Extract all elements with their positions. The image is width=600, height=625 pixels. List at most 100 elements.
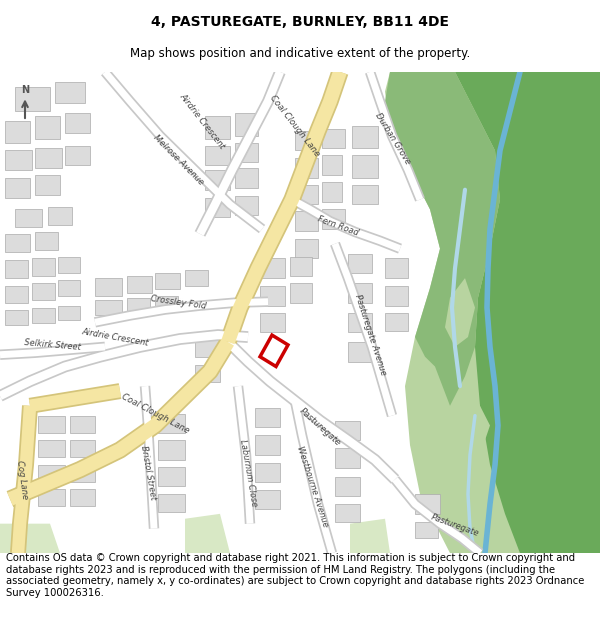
Text: Cog Lane: Cog Lane [15,459,29,499]
Polygon shape [322,209,345,229]
Polygon shape [255,408,280,428]
Polygon shape [5,178,30,198]
Text: Selkirk Street: Selkirk Street [23,338,80,352]
Polygon shape [70,489,95,506]
Polygon shape [32,259,55,276]
Text: Melrose Avenue: Melrose Avenue [151,133,205,187]
Polygon shape [0,524,60,553]
Polygon shape [58,306,80,321]
Polygon shape [55,82,85,103]
Polygon shape [335,448,360,468]
Polygon shape [415,494,440,514]
Text: Map shows position and indicative extent of the property.: Map shows position and indicative extent… [130,48,470,61]
Text: Westbourne Avenue: Westbourne Avenue [295,444,329,528]
Text: Bristol Street: Bristol Street [139,445,157,501]
Polygon shape [35,175,60,194]
Polygon shape [5,234,30,252]
Polygon shape [255,490,280,509]
Polygon shape [260,286,285,306]
Polygon shape [295,211,318,231]
Polygon shape [38,489,65,506]
Polygon shape [127,276,152,293]
Polygon shape [32,283,55,300]
Polygon shape [295,158,318,178]
Polygon shape [322,129,345,149]
Polygon shape [38,416,65,433]
Polygon shape [235,196,258,215]
Polygon shape [158,440,185,460]
Polygon shape [38,465,65,482]
Polygon shape [322,182,342,201]
Polygon shape [5,309,28,325]
Polygon shape [295,131,318,151]
Polygon shape [5,261,28,278]
Polygon shape [235,113,258,136]
Polygon shape [5,286,28,302]
Polygon shape [95,278,122,296]
Polygon shape [335,476,360,496]
Polygon shape [95,300,122,316]
Polygon shape [35,116,60,139]
Polygon shape [5,121,30,142]
Polygon shape [158,494,185,512]
Polygon shape [205,170,230,190]
Polygon shape [35,232,58,249]
Polygon shape [195,337,220,357]
Polygon shape [290,256,312,276]
Text: Fern Road: Fern Road [316,214,359,238]
Text: Pasturegate: Pasturegate [298,407,343,448]
Polygon shape [348,342,372,362]
Text: N: N [21,84,29,94]
Text: Pasturegate Avenue: Pasturegate Avenue [353,294,388,377]
Polygon shape [290,283,312,302]
Polygon shape [540,72,600,190]
Polygon shape [255,462,280,482]
Polygon shape [195,364,220,382]
Polygon shape [185,270,208,286]
Polygon shape [445,278,475,347]
Polygon shape [415,522,438,538]
Polygon shape [158,467,185,486]
Text: 4, PASTUREGATE, BURNLEY, BB11 4DE: 4, PASTUREGATE, BURNLEY, BB11 4DE [151,14,449,29]
Polygon shape [70,416,95,433]
Polygon shape [205,116,230,139]
Polygon shape [352,126,378,149]
Polygon shape [322,156,342,175]
Polygon shape [260,259,285,278]
Text: Contains OS data © Crown copyright and database right 2021. This information is : Contains OS data © Crown copyright and d… [6,553,584,598]
Polygon shape [348,312,372,332]
Polygon shape [158,414,185,433]
Polygon shape [455,396,490,455]
Polygon shape [352,156,378,178]
Polygon shape [255,435,280,455]
Polygon shape [295,185,318,204]
Polygon shape [5,151,32,170]
Polygon shape [155,296,178,311]
Polygon shape [348,283,372,302]
Polygon shape [455,72,600,553]
Polygon shape [205,146,230,165]
Text: Crossley Fold: Crossley Fold [149,294,206,311]
Polygon shape [385,72,600,553]
Text: Airdrie Crescent: Airdrie Crescent [178,91,226,151]
Polygon shape [295,239,318,259]
Polygon shape [15,87,50,111]
Polygon shape [65,113,90,132]
Polygon shape [350,519,390,553]
Polygon shape [185,514,230,553]
Polygon shape [385,286,408,306]
Polygon shape [127,298,150,314]
Text: Coal Clough Lane: Coal Clough Lane [119,392,190,435]
Polygon shape [155,273,180,289]
Polygon shape [385,259,408,278]
Polygon shape [352,185,378,204]
Polygon shape [385,314,408,331]
Polygon shape [58,256,80,273]
Polygon shape [235,168,258,187]
Polygon shape [38,440,65,457]
Polygon shape [58,280,80,296]
Polygon shape [205,198,230,217]
Polygon shape [348,254,372,273]
Polygon shape [35,149,62,168]
Polygon shape [48,208,72,225]
